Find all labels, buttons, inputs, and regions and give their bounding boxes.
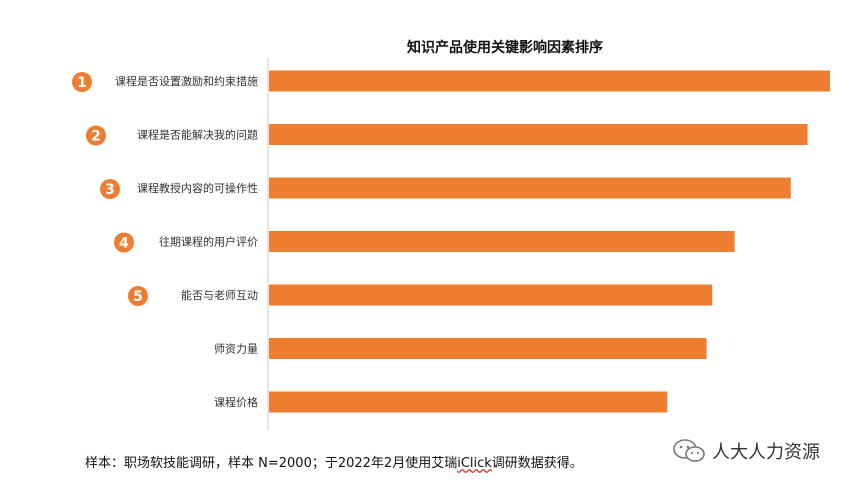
bar <box>269 124 808 145</box>
footnote-prefix: 样本：职场软技能调研，样本 N=2000；于2022年2月使用艾瑞 <box>85 456 458 471</box>
rank-badge <box>128 286 148 306</box>
rank-badge-number: 2 <box>91 129 101 145</box>
bar <box>269 391 668 413</box>
footnote-suffix: 调研数据获得。 <box>491 456 583 471</box>
watermark: 人大人力资源 <box>672 438 820 464</box>
category-label: 能否与老师互动 <box>181 288 258 302</box>
footnote-brand: iClick <box>457 456 492 471</box>
category-labels-group: 课程是否设置激励和约束措施课程是否能解决我的问题课程教授内容的可操作性往期课程的… <box>115 74 258 409</box>
footnote: 样本：职场软技能调研，样本 N=2000；于2022年2月使用艾瑞iClick调… <box>85 452 583 471</box>
rank-badge <box>86 125 106 146</box>
rank-badge-number: 4 <box>119 236 129 252</box>
bar <box>269 177 791 199</box>
rank-badges-group: 1 2 3 4 5 <box>72 72 148 306</box>
rank-badge-number: 5 <box>133 289 143 305</box>
bar <box>269 70 830 92</box>
bar <box>269 231 735 252</box>
bars-group <box>269 70 830 413</box>
category-label: 课程是否能解决我的问题 <box>137 128 258 142</box>
category-label: 课程是否设置激励和约束措施 <box>115 74 258 88</box>
bar <box>269 284 713 306</box>
category-label: 课程价格 <box>214 395 258 409</box>
rank-badge-number: 1 <box>77 75 87 91</box>
category-label: 往期课程的用户评价 <box>159 235 258 249</box>
category-label: 课程教授内容的可操作性 <box>137 181 258 195</box>
rank-badge <box>100 179 120 199</box>
rank-badge <box>114 232 134 253</box>
category-label: 师资力量 <box>214 343 258 356</box>
chart-title: 知识产品使用关键影响因素排序 <box>407 39 603 56</box>
rank-badge-number: 3 <box>105 182 115 198</box>
wechat-icon <box>673 439 705 462</box>
watermark-text: 人大人力资源 <box>712 442 820 463</box>
rank-badge <box>72 72 92 92</box>
bar <box>269 338 707 359</box>
